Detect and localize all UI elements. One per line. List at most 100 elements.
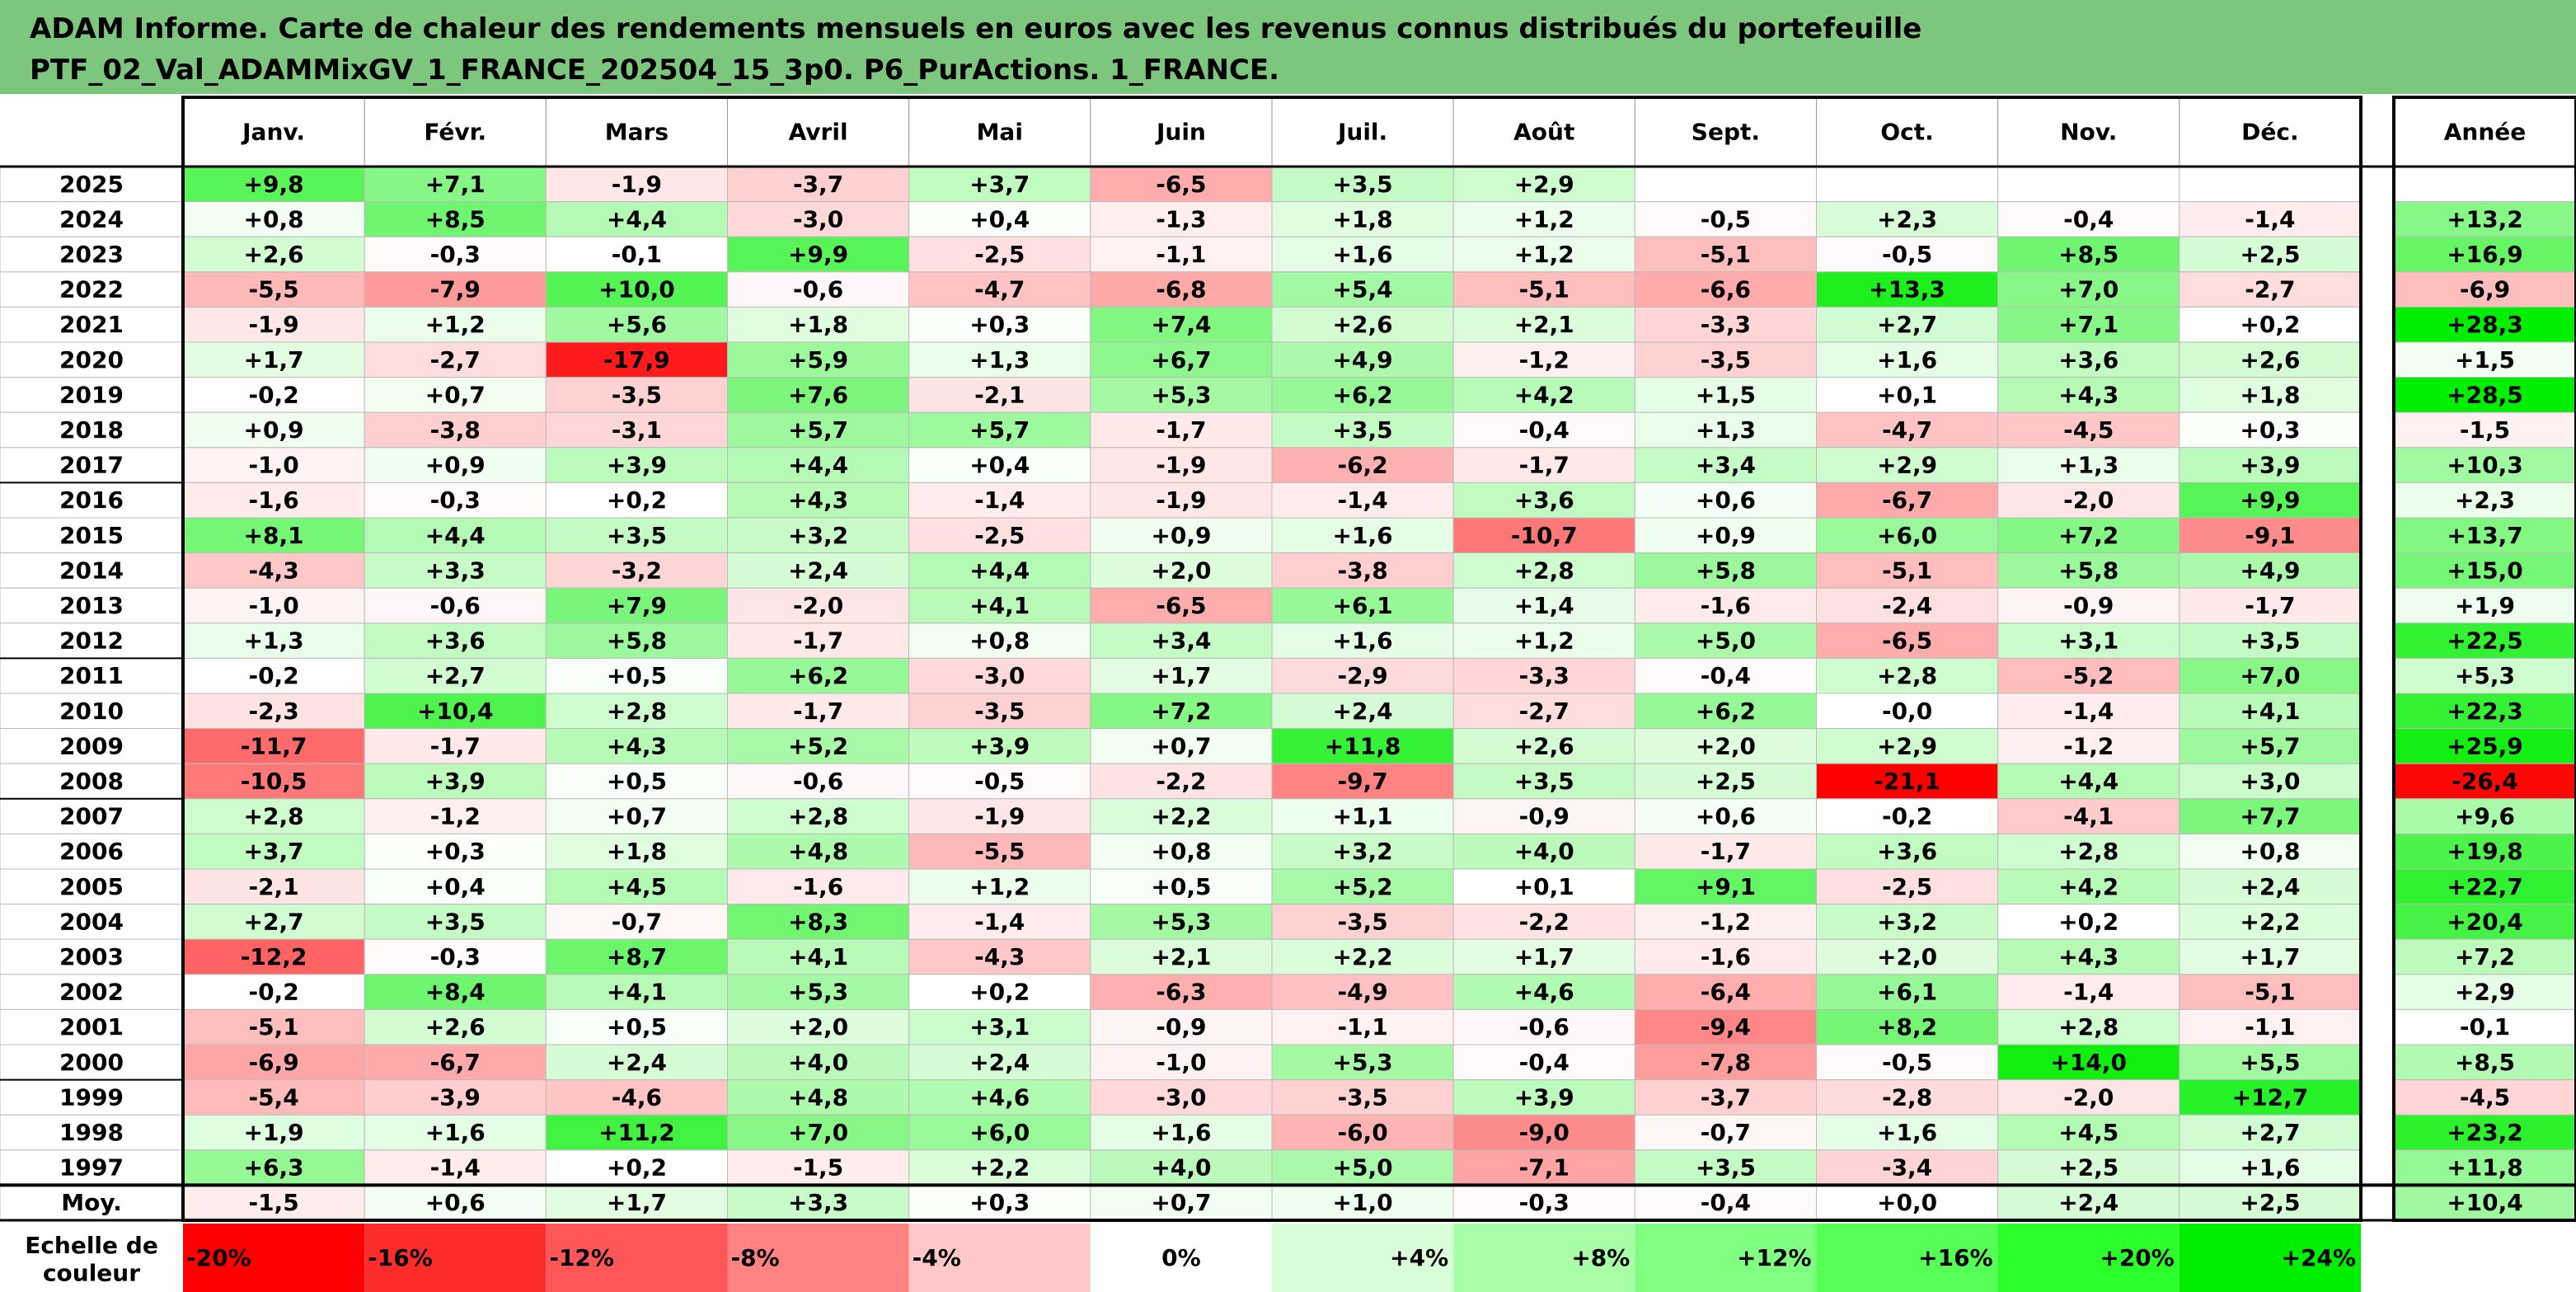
- heatmap-cell: [182, 306, 365, 343]
- heatmap-cell-value: +0,2: [2240, 311, 2300, 338]
- heatmap-cell-value: +4,9: [2240, 557, 2300, 584]
- column-header-label: Juin: [1155, 119, 1206, 146]
- heatmap-cell-value: +0,1: [1877, 381, 1937, 408]
- heatmap-cell: [1997, 693, 2180, 730]
- heatmap-cell: [1816, 728, 1999, 764]
- heatmap-cell-value: +6,0: [1877, 522, 1937, 549]
- heatmap-cell-value: -5,1: [248, 1013, 298, 1041]
- row-year-label: 2004: [59, 908, 124, 935]
- annual-cell-value: +28,5: [2447, 381, 2523, 408]
- heatmap-cell-value: +2,8: [244, 803, 304, 830]
- heatmap-cell-value: +4,6: [1514, 979, 1574, 1006]
- average-cell-value: -0,3: [1519, 1189, 1570, 1216]
- heatmap-cell: [2179, 482, 2362, 519]
- heatmap-cell-value: -3,0: [793, 205, 843, 233]
- heatmap-cell-value: +5,8: [2058, 557, 2119, 584]
- heatmap-cell-value: +2,7: [425, 662, 486, 689]
- heatmap-cell-value: -5,1: [1519, 276, 1570, 303]
- annual-cell-value: +1,9: [2455, 592, 2515, 619]
- annual-cell: [2393, 201, 2576, 237]
- annual-cell-value: -26,4: [2452, 768, 2518, 795]
- heatmap-cell: [2179, 552, 2362, 589]
- heatmap-cell: [727, 201, 910, 237]
- heatmap-cell: [908, 377, 1091, 413]
- heatmap-cell: [1452, 377, 1635, 413]
- heatmap-cell-value: +0,8: [1151, 838, 1211, 865]
- heatmap-cell: [1271, 693, 1454, 730]
- heatmap-cell-value: +2,2: [2240, 908, 2300, 935]
- heatmap-cell-value: +5,4: [1333, 276, 1393, 303]
- heatmap-cell: [364, 587, 547, 624]
- row-year-label: 2015: [59, 522, 124, 549]
- heatmap-cell-value: +4,0: [1151, 1154, 1211, 1182]
- heatmap-cell: [182, 833, 365, 870]
- heatmap-cell: [908, 938, 1091, 975]
- heatmap-cell-value: -1,6: [248, 486, 298, 514]
- heatmap-cell-value: -1,2: [430, 803, 481, 830]
- heatmap-cell: [1271, 1114, 1454, 1151]
- row-year-cell: [0, 623, 184, 659]
- row-year-label: 2000: [59, 1049, 124, 1076]
- heatmap-cell-value: +2,4: [969, 1049, 1030, 1076]
- heatmap-cell: [1452, 447, 1635, 483]
- heatmap-cell: [1816, 1079, 1999, 1116]
- average-cell-value: +3,3: [788, 1189, 848, 1216]
- column-header-label: Juil.: [1336, 119, 1387, 146]
- heatmap-cell-value: -0,7: [1701, 1119, 1751, 1146]
- heatmap-cell-value: +3,9: [969, 732, 1030, 759]
- heatmap-cell-value: +0,9: [425, 452, 486, 479]
- heatmap-cell-value: +2,8: [1877, 662, 1937, 689]
- heatmap-cell: [545, 411, 728, 449]
- heatmap-cell-value: -0,6: [793, 276, 843, 303]
- heatmap-cell-value: -10,7: [1511, 522, 1578, 549]
- color-scale-swatch: [1090, 1224, 1272, 1292]
- column-header-label: Déc.: [2241, 119, 2298, 146]
- heatmap-cell: [1452, 833, 1635, 870]
- row-year-label: 2020: [59, 346, 124, 374]
- heatmap-cell-value: +6,1: [1877, 979, 1937, 1006]
- row-year-label: 2006: [59, 838, 124, 865]
- heatmap-cell-value: +0,6: [1696, 486, 1756, 514]
- heatmap-cell-value: -2,4: [1882, 592, 1932, 619]
- heatmap-cell-value: -7,8: [1701, 1049, 1751, 1076]
- heatmap-cell: [1816, 587, 1999, 624]
- heatmap-cell: [1271, 482, 1454, 519]
- heatmap-cell-value: +1,9: [244, 1119, 304, 1146]
- heatmap-cell: [1997, 166, 2180, 203]
- row-year-label: 2001: [59, 1013, 124, 1041]
- heatmap-cell: [1997, 904, 2180, 940]
- heatmap-cell: [545, 1149, 728, 1186]
- heatmap-cell-value: +7,7: [2240, 803, 2300, 830]
- heatmap-cell-value: +4,3: [2058, 943, 2119, 970]
- heatmap-cell: [2179, 868, 2362, 905]
- row-year-label: 2010: [59, 698, 124, 725]
- heatmap-cell-value: -4,3: [974, 943, 1025, 970]
- heatmap-cell: [1090, 201, 1273, 237]
- heatmap-cell: [1090, 411, 1273, 449]
- color-scale-label-line-2: couleur: [43, 1259, 140, 1286]
- heatmap-cell: [727, 938, 910, 975]
- heatmap-cell: [182, 341, 365, 378]
- heatmap-cell-value: -21,1: [1874, 768, 1940, 795]
- heatmap-cell: [545, 306, 728, 343]
- heatmap-cell: [2179, 728, 2362, 764]
- average-cell: [727, 1184, 910, 1221]
- heatmap-cell: [1816, 868, 1999, 905]
- annual-cell-value: +13,7: [2447, 522, 2523, 549]
- heatmap-cell-value: -0,2: [248, 979, 298, 1006]
- average-annual-value: +10,4: [2447, 1189, 2523, 1216]
- heatmap-cell-value: -0,3: [430, 943, 481, 970]
- heatmap-cell-value: +1,6: [1333, 627, 1393, 655]
- heatmap-cell: [545, 447, 728, 483]
- heatmap-cell-value: -1,1: [1156, 241, 1206, 268]
- heatmap-cell: [364, 763, 547, 800]
- heatmap-cell-value: -3,3: [1519, 662, 1570, 689]
- heatmap-cell: [1634, 904, 1818, 940]
- heatmap-cell-value: -9,7: [1337, 768, 1387, 795]
- row-year-cell: [0, 341, 184, 378]
- heatmap-cell-value: -0,6: [1519, 1013, 1570, 1041]
- heatmap-cell: [908, 1044, 1091, 1081]
- heatmap-cell-value: -1,7: [1519, 452, 1570, 479]
- heatmap-cell: [1634, 693, 1818, 730]
- heatmap-cell-value: -6,7: [1882, 486, 1932, 514]
